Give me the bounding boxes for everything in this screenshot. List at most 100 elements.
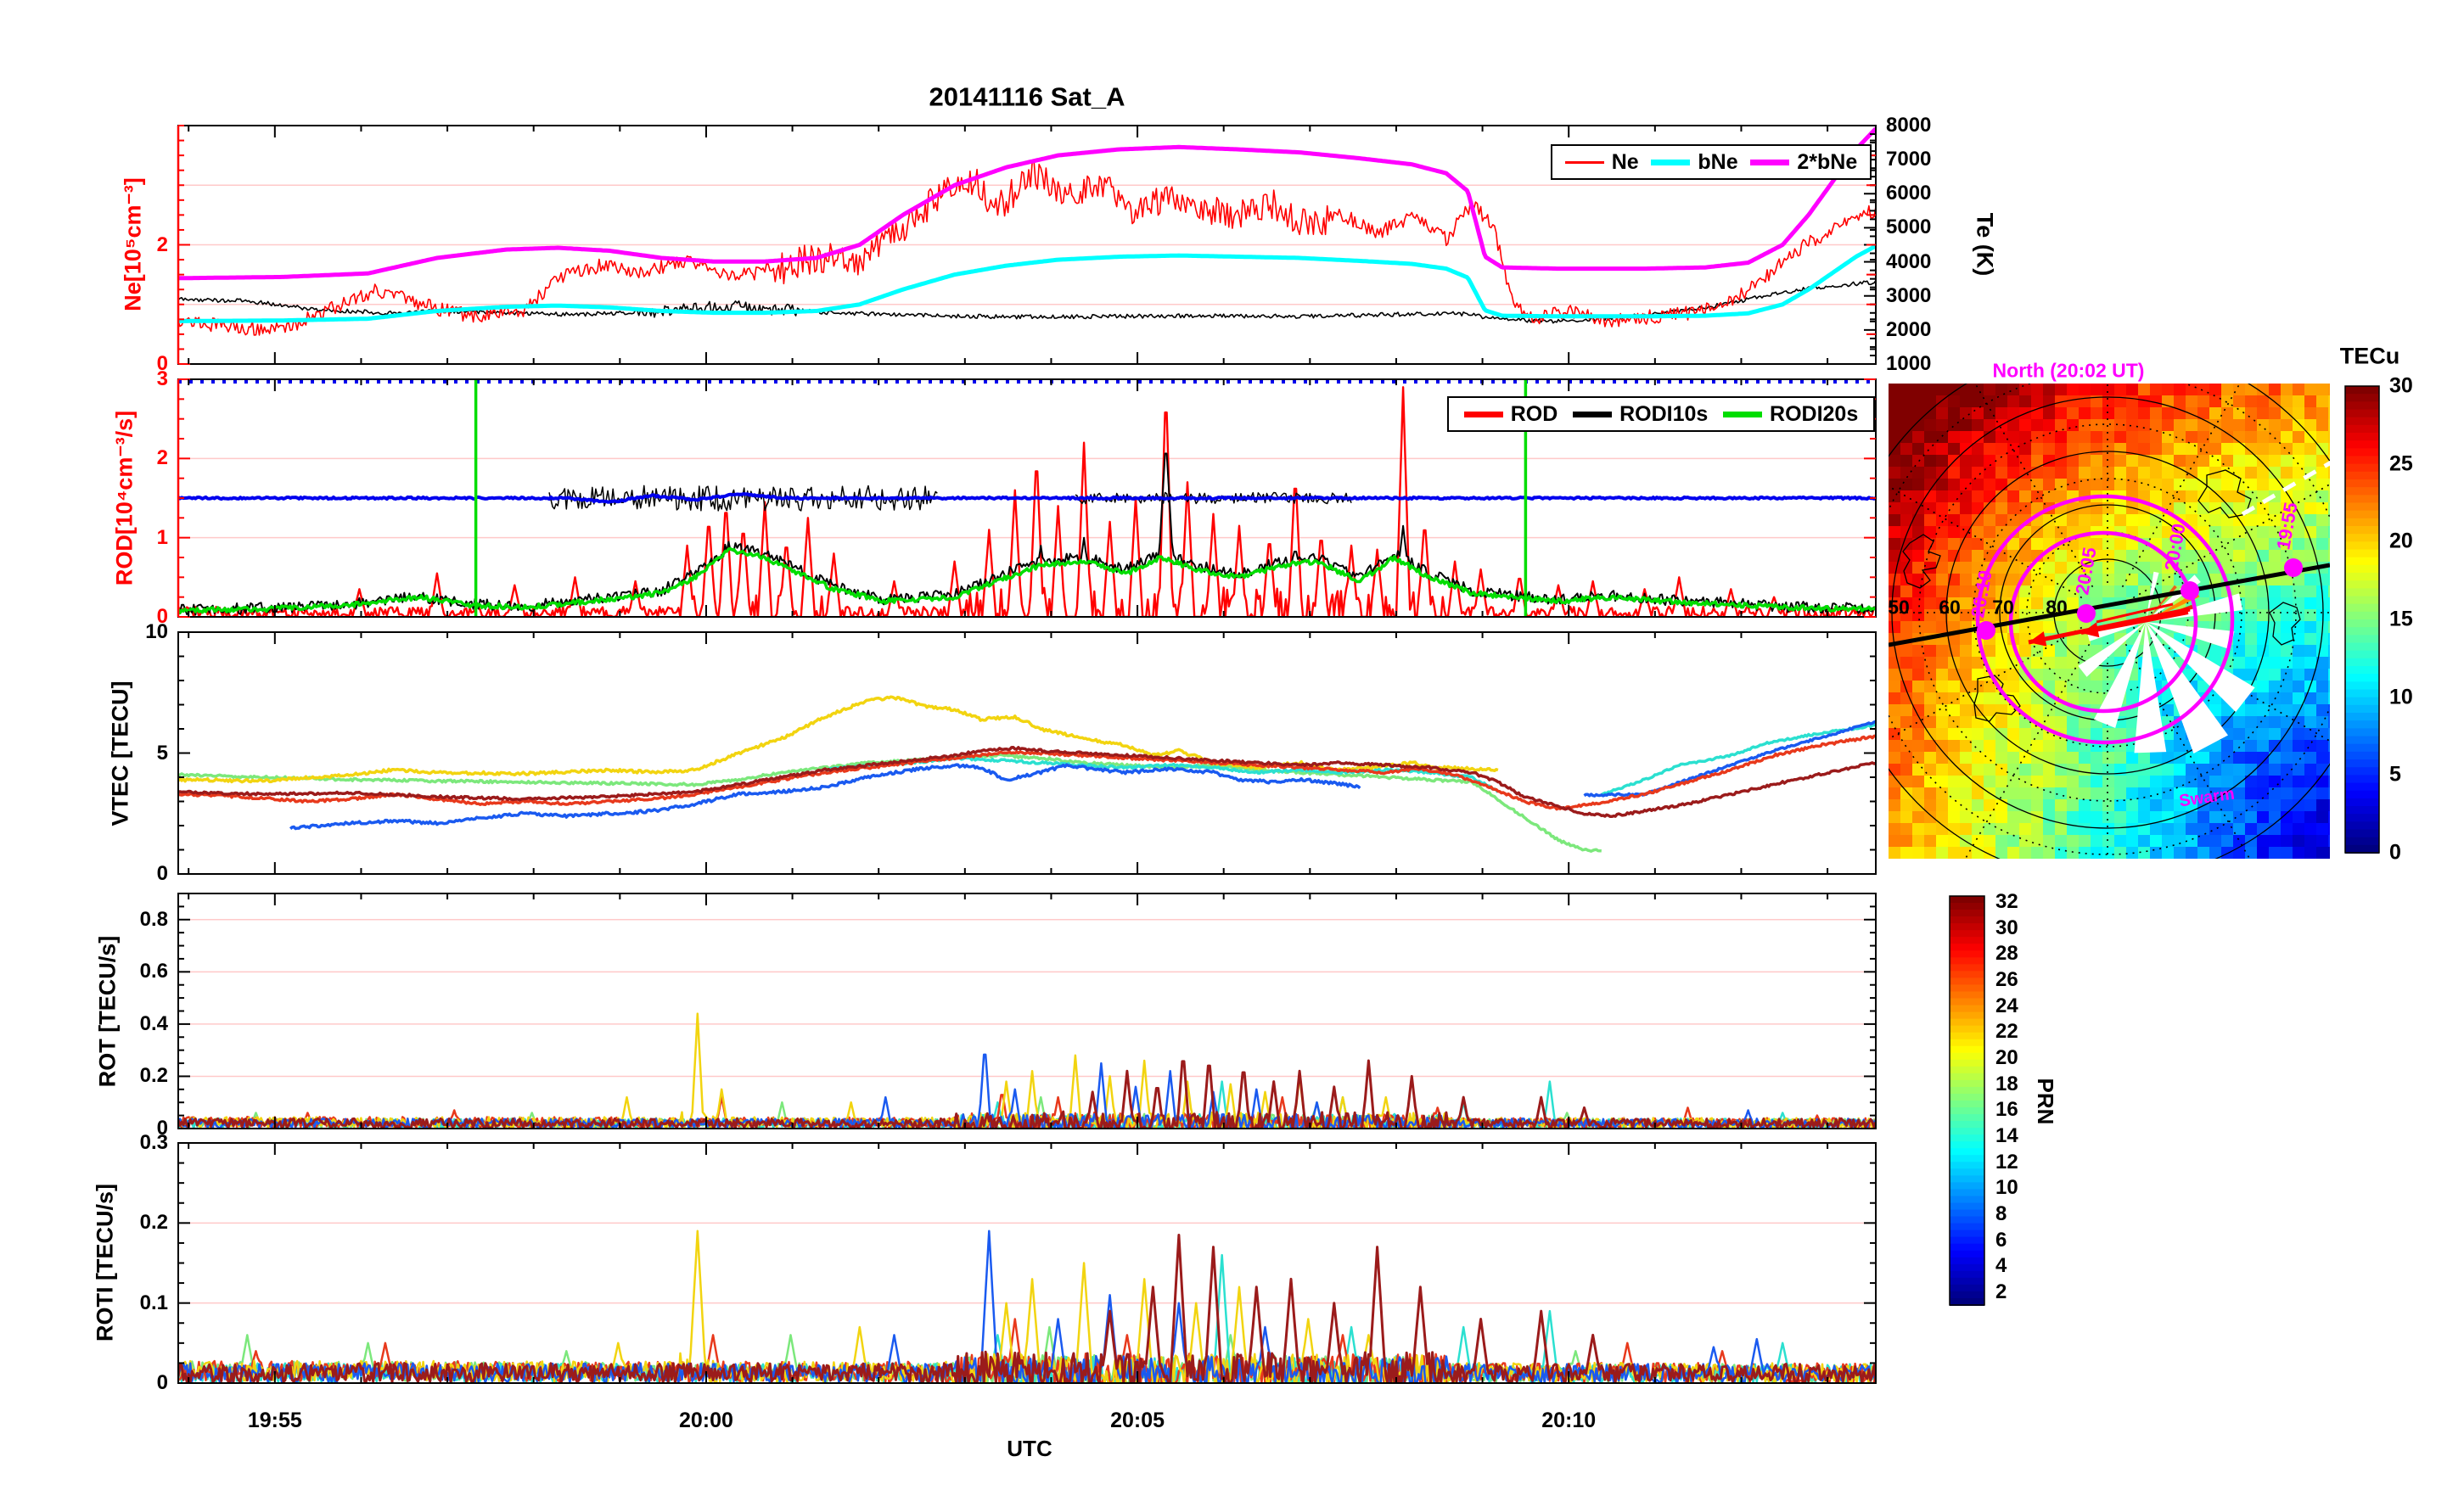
legend-label: RODI20s	[1770, 401, 1859, 426]
series-bNe	[178, 244, 1876, 323]
ytick-ne: 0	[156, 352, 168, 375]
prn-colorbar-tick: 16	[1995, 1098, 2018, 1122]
prn-colorbar-label: PRN	[2033, 1078, 2058, 1125]
xtick-label: 20:00	[678, 1409, 733, 1432]
series-RODI20s	[178, 546, 1876, 615]
ytick-ne: 2	[156, 232, 168, 256]
prn-colorbar-tick: 6	[1995, 1228, 2007, 1252]
ytick-rod: 1	[156, 525, 168, 549]
ylabel-rod: ROD[10⁴cm⁻³/s]	[111, 410, 138, 586]
series-RODI10s	[178, 452, 1876, 616]
legend-label: RODI10s	[1619, 401, 1709, 426]
xtick-label: 20:05	[1110, 1409, 1165, 1432]
series-bROD-threshold	[178, 492, 1876, 504]
ytick-roti: 0.2	[139, 1211, 168, 1235]
prn-colorbar-tick: 26	[1995, 968, 2018, 991]
prn-colorbar-tick: 8	[1995, 1202, 2007, 1225]
legend-label: 2*bNe	[1797, 149, 1858, 174]
prn-colorbar-tick: 20	[1995, 1046, 2018, 1069]
prn-colorbar-tick: 12	[1995, 1150, 2018, 1174]
tec-colorbar-tick: 5	[2389, 762, 2401, 787]
legend-label: ROD	[1510, 401, 1558, 426]
prn-colorbar-tick: 32	[1995, 890, 2018, 913]
series-ROD	[178, 386, 1876, 617]
ytick-rod: 3	[156, 367, 168, 390]
legend-line-sample	[1463, 411, 1503, 417]
series-PRN-blue	[289, 763, 1361, 831]
te-tick: 1000	[1886, 352, 1932, 375]
xtick-label: 19:55	[247, 1409, 302, 1432]
ytick-rod: 2	[156, 446, 168, 470]
legend-item-ROD: ROD	[1463, 401, 1558, 427]
ylabel-roti: ROTI [TECU/s]	[92, 1184, 118, 1342]
ytick-rot: 0.8	[139, 907, 168, 931]
legend-line-sample	[1750, 159, 1790, 165]
prn-colorbar	[1949, 895, 1985, 1306]
series-PRN-cyan-tail	[1600, 723, 1876, 797]
map-lat-label: 80	[2046, 596, 2068, 619]
ylabel-ne: Ne[10⁵cm⁻³]	[120, 177, 146, 311]
series-blue	[178, 1230, 1876, 1383]
map-title: North (20:02 UT)	[1992, 359, 2145, 382]
series-blue	[178, 1053, 1876, 1129]
legend-line-sample	[1723, 411, 1763, 417]
tec-colorbar-title: TECu	[2339, 343, 2400, 369]
legend-item-RODI20s: RODI20s	[1723, 402, 1858, 427]
legend-label: Ne	[1611, 149, 1639, 174]
x-axis-label: UTC	[1007, 1436, 1052, 1461]
ylabel-vtec: VTEC [TECU]	[107, 681, 133, 826]
xtick-label: 20:10	[1541, 1409, 1597, 1432]
legend-item-2*bNe: 2*bNe	[1750, 150, 1857, 175]
prn-colorbar-tick: 4	[1995, 1254, 2007, 1278]
tec-colorbar-tick: 20	[2389, 529, 2413, 553]
tec-colorbar-tick: 25	[2389, 451, 2413, 476]
legend-line-sample	[1564, 160, 1604, 164]
te-tick: 6000	[1886, 182, 1932, 205]
figure-title: 20141116 Sat_A	[929, 81, 1125, 112]
tec-colorbar	[2344, 385, 2380, 854]
ytick-vtec: 0	[156, 862, 168, 885]
legend-line-sample	[1573, 411, 1613, 417]
ytick-rod: 0	[156, 605, 168, 628]
series-darkred	[178, 1234, 1876, 1383]
series-cyan	[178, 1253, 1876, 1383]
prn-colorbar-tick: 18	[1995, 1072, 2018, 1095]
legend-rod: ROD RODI10s RODI20s	[1447, 396, 1875, 432]
tec-colorbar-tick: 0	[2389, 840, 2401, 865]
te-tick: 8000	[1886, 114, 1932, 137]
te-tick: 4000	[1886, 249, 1932, 273]
prn-colorbar-tick: 2	[1995, 1280, 2007, 1303]
prn-colorbar-tick: 30	[1995, 916, 2018, 939]
ytick-rot: 0.4	[139, 1011, 168, 1035]
series-2*bNe	[178, 126, 1876, 281]
legend-ne: Ne bNe 2*bNe	[1551, 144, 1872, 180]
prn-colorbar-tick: 14	[1995, 1124, 2018, 1147]
polar-tec-map	[1889, 384, 2330, 859]
ytick-roti: 0.3	[139, 1131, 168, 1154]
series-PRN-darkred	[178, 745, 1876, 819]
te-axis-label: Te (K)	[1972, 212, 1998, 277]
prn-colorbar-tick: 28	[1995, 942, 2018, 966]
series-PRN-red	[178, 734, 1876, 811]
te-tick: 5000	[1886, 216, 1932, 239]
ytick-vtec: 10	[145, 620, 168, 643]
prn-colorbar-tick: 24	[1995, 994, 2018, 1017]
tec-colorbar-tick: 30	[2389, 373, 2413, 398]
te-tick: 7000	[1886, 148, 1932, 171]
prn-colorbar-tick: 10	[1995, 1176, 2018, 1200]
legend-label: bNe	[1698, 149, 1738, 174]
ytick-roti: 0.1	[139, 1291, 168, 1314]
tec-colorbar-tick: 15	[2389, 607, 2413, 631]
legend-line-sample	[1651, 159, 1691, 165]
tec-colorbar-tick: 10	[2389, 685, 2413, 709]
ylabel-rot: ROT [TECU/s]	[94, 935, 121, 1088]
te-tick: 3000	[1886, 283, 1932, 307]
te-tick: 2000	[1886, 317, 1932, 341]
legend-item-Ne: Ne	[1564, 149, 1639, 175]
ytick-rot: 0	[156, 1117, 168, 1140]
ytick-rot: 0.6	[139, 960, 168, 983]
legend-item-bNe: bNe	[1651, 149, 1738, 175]
ytick-vtec: 5	[156, 741, 168, 765]
ytick-roti: 0	[156, 1371, 168, 1394]
